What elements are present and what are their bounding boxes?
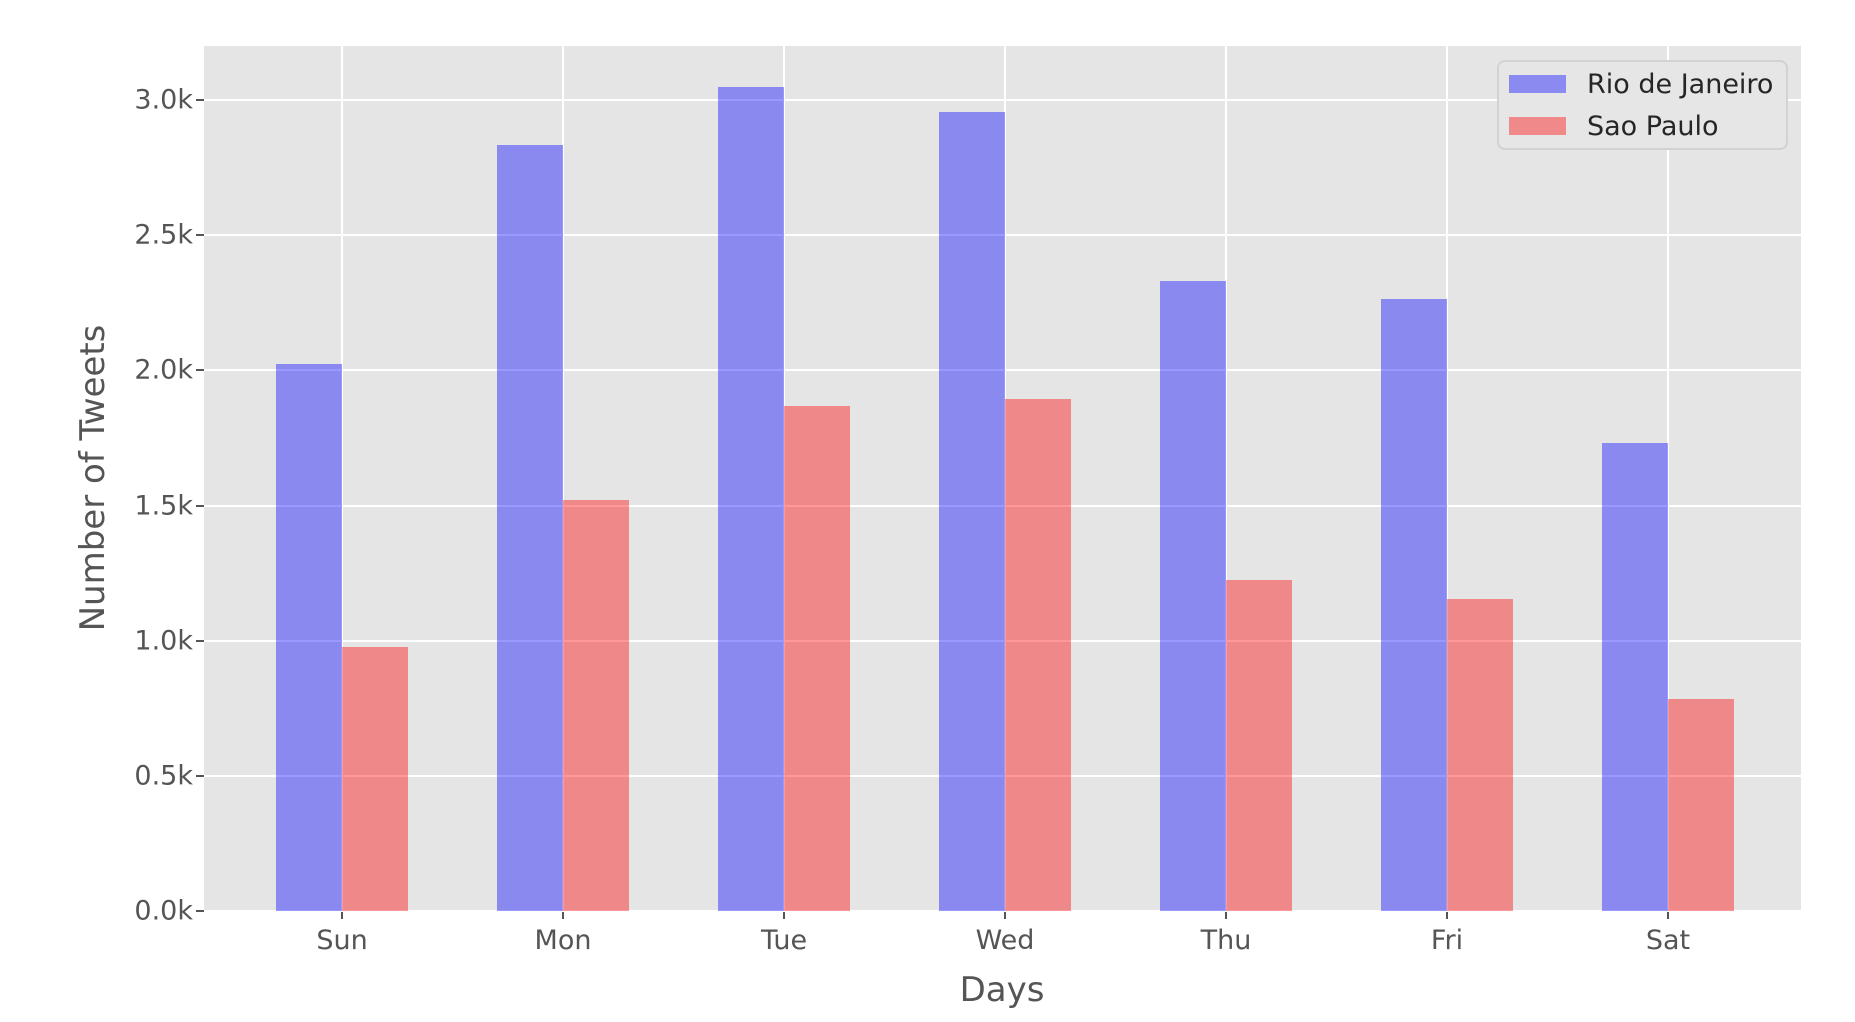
y-tick-mark <box>196 369 204 372</box>
y-tick-label-2.5k: 2.5k <box>134 219 193 251</box>
x-tick-mark <box>341 911 343 919</box>
y-tick-mark <box>196 774 204 777</box>
x-tick-label-sat: Sat <box>1645 925 1691 956</box>
gridline-y-2.5k <box>204 234 1801 237</box>
bar-rio-de-janeiro-wed <box>939 112 1005 911</box>
x-tick-label-sun: Sun <box>316 925 368 956</box>
legend-swatch-sao-paulo <box>1509 117 1566 135</box>
gridline-x-thu <box>1225 46 1227 911</box>
gridline-x-sat <box>1667 46 1669 911</box>
x-tick-mark <box>1225 911 1227 919</box>
gridline-x-mon <box>562 46 564 911</box>
bar-sao-paulo-tue <box>784 405 850 911</box>
y-tick-mark <box>196 504 204 507</box>
plot-area: Rio de Janeiro Sao Paulo <box>204 46 1801 912</box>
gridline-y-2.0k <box>204 369 1801 372</box>
y-tick-mark <box>196 639 204 642</box>
x-tick-label-thu: Thu <box>1200 925 1252 956</box>
y-tick-label-1.0k: 1.0k <box>134 625 193 657</box>
bar-rio-de-janeiro-fri <box>1381 298 1447 911</box>
y-tick-label-2.0k: 2.0k <box>134 354 193 386</box>
x-axis-title: Days <box>959 970 1045 1010</box>
bar-rio-de-janeiro-thu <box>1160 281 1226 911</box>
legend: Rio de Janeiro Sao Paulo <box>1497 60 1788 150</box>
legend-label-sao-paulo: Sao Paulo <box>1587 110 1719 142</box>
gridline-y-0.0k <box>204 910 1801 912</box>
gridline-x-wed <box>1004 46 1006 911</box>
legend-row-rio-de-janeiro: Rio de Janeiro <box>1509 71 1786 98</box>
gridline-x-fri <box>1446 46 1448 911</box>
y-tick-mark <box>196 910 204 912</box>
gridline-y-3.0k <box>204 99 1801 102</box>
bar-sao-paulo-wed <box>1005 398 1071 911</box>
legend-row-sao-paulo: Sao Paulo <box>1509 113 1786 140</box>
y-tick-label-1.5k: 1.5k <box>134 490 193 522</box>
y-tick-label-0.0k: 0.0k <box>134 895 193 927</box>
x-tick-mark <box>1667 911 1669 919</box>
bar-sao-paulo-mon <box>563 500 629 911</box>
gridline-y-1.5k <box>204 504 1801 507</box>
legend-swatch-rio-de-janeiro <box>1509 75 1566 93</box>
y-tick-mark <box>196 234 204 237</box>
bar-sao-paulo-sun <box>342 647 408 911</box>
x-tick-label-tue: Tue <box>760 925 808 956</box>
gridline-x-tue <box>783 46 785 911</box>
gridline-y-0.5k <box>204 774 1801 777</box>
bar-sao-paulo-thu <box>1226 579 1292 911</box>
bar-rio-de-janeiro-tue <box>718 86 784 911</box>
bar-rio-de-janeiro-sat <box>1602 443 1668 911</box>
bar-rio-de-janeiro-sun <box>276 363 342 911</box>
x-tick-mark <box>562 911 564 919</box>
bar-sao-paulo-fri <box>1447 598 1513 911</box>
y-tick-mark <box>196 99 204 102</box>
x-tick-label-mon: Mon <box>534 925 592 956</box>
x-tick-mark <box>1446 911 1448 919</box>
y-axis-title: Number of Tweets <box>73 324 113 632</box>
y-tick-label-3.0k: 3.0k <box>134 84 193 116</box>
bar-sao-paulo-sat <box>1668 698 1734 911</box>
y-tick-label-0.5k: 0.5k <box>134 760 193 792</box>
gridline-x-sun <box>341 46 343 911</box>
x-tick-mark <box>1004 911 1006 919</box>
x-tick-mark <box>783 911 785 919</box>
gridline-y-1.0k <box>204 639 1801 642</box>
legend-label-rio-de-janeiro: Rio de Janeiro <box>1587 68 1774 100</box>
bar-rio-de-janeiro-mon <box>497 144 563 911</box>
x-tick-label-wed: Wed <box>975 925 1035 956</box>
x-tick-label-fri: Fri <box>1430 925 1464 956</box>
